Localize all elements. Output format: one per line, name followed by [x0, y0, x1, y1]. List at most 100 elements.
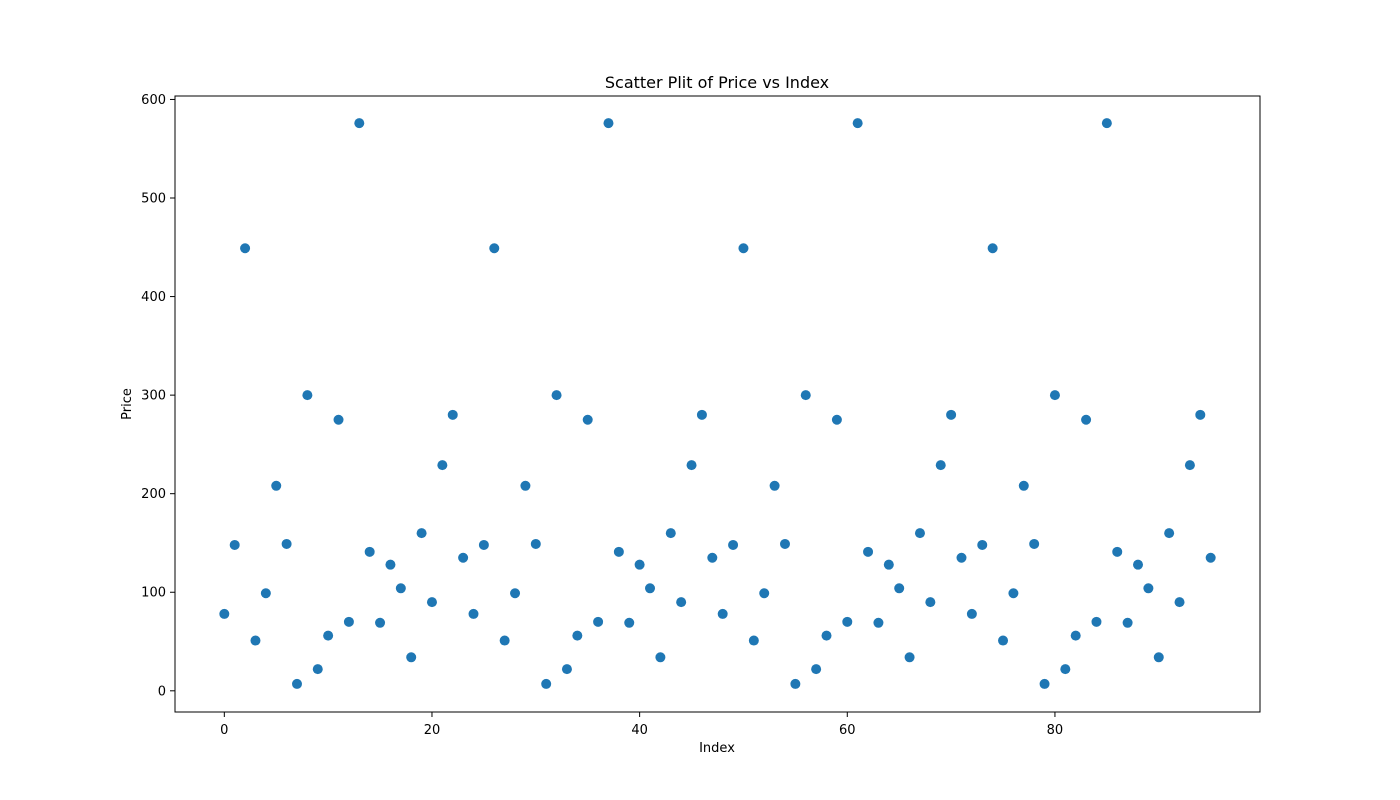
- data-point: [769, 480, 780, 491]
- data-point: [561, 664, 572, 675]
- data-point: [572, 630, 583, 641]
- data-point: [364, 546, 375, 557]
- data-point: [520, 480, 531, 491]
- data-point: [312, 664, 323, 675]
- y-tick-label: 500: [141, 192, 166, 207]
- data-point: [1143, 583, 1154, 594]
- data-point: [707, 552, 718, 563]
- data-point: [686, 460, 697, 471]
- data-point: [1112, 546, 1123, 557]
- data-point: [1195, 409, 1206, 420]
- data-point: [738, 243, 749, 254]
- data-point: [478, 539, 489, 550]
- data-point: [437, 460, 448, 471]
- x-axis-label: Index: [699, 741, 735, 756]
- data-point: [489, 243, 500, 254]
- data-point: [281, 538, 292, 549]
- data-point: [883, 559, 894, 570]
- data-point: [665, 528, 676, 539]
- data-point: [354, 118, 365, 129]
- data-point: [821, 630, 832, 641]
- y-tick-label: 300: [141, 389, 166, 404]
- data-point: [645, 583, 656, 594]
- data-point: [696, 409, 707, 420]
- data-point: [229, 539, 240, 550]
- data-point: [250, 635, 261, 646]
- y-tick-label: 600: [141, 93, 166, 108]
- data-point: [1029, 538, 1040, 549]
- data-point: [624, 617, 635, 628]
- data-point: [323, 630, 334, 641]
- data-point: [925, 597, 936, 608]
- y-tick-label: 100: [141, 586, 166, 601]
- data-point: [333, 414, 344, 425]
- data-point: [863, 546, 874, 557]
- data-point: [1174, 597, 1185, 608]
- y-tick-label: 200: [141, 487, 166, 502]
- data-point: [375, 617, 386, 628]
- data-point: [271, 480, 282, 491]
- data-point: [260, 588, 271, 599]
- data-point: [302, 390, 313, 401]
- data-points: [219, 118, 1216, 689]
- data-point: [811, 664, 822, 675]
- data-point: [852, 118, 863, 129]
- data-point: [1081, 414, 1092, 425]
- data-point: [1122, 617, 1133, 628]
- data-point: [468, 608, 479, 619]
- data-point: [935, 460, 946, 471]
- data-point: [1018, 480, 1029, 491]
- y-tick-label: 400: [141, 290, 166, 305]
- plot-frame: [174, 95, 1261, 713]
- x-tick-label: 20: [424, 723, 441, 738]
- data-point: [385, 559, 396, 570]
- y-axis-label: Price: [120, 388, 135, 420]
- data-point: [406, 652, 417, 663]
- x-axis-ticks: 0 20 40 60 80: [220, 712, 1063, 738]
- data-point: [634, 559, 645, 570]
- data-point: [395, 583, 406, 594]
- data-point: [1133, 559, 1144, 570]
- data-point: [894, 583, 905, 594]
- x-tick-label: 40: [631, 723, 648, 738]
- data-point: [717, 608, 728, 619]
- data-point: [956, 552, 967, 563]
- data-point: [541, 678, 552, 689]
- data-point: [240, 243, 251, 254]
- data-point: [447, 409, 458, 420]
- data-point: [1039, 678, 1050, 689]
- data-point: [914, 528, 925, 539]
- data-point: [458, 552, 469, 563]
- data-point: [966, 608, 977, 619]
- data-point: [219, 608, 230, 619]
- data-point: [790, 678, 801, 689]
- data-point: [998, 635, 1009, 646]
- data-point: [800, 390, 811, 401]
- x-tick-label: 60: [839, 723, 856, 738]
- data-point: [416, 528, 427, 539]
- data-point: [582, 414, 593, 425]
- x-tick-label: 0: [220, 723, 228, 738]
- data-point: [977, 539, 988, 550]
- data-point: [748, 635, 759, 646]
- y-axis-ticks: 0 100 200 300 400 500 600: [141, 93, 175, 699]
- data-point: [1049, 390, 1060, 401]
- data-point: [842, 616, 853, 627]
- data-point: [1205, 552, 1216, 563]
- data-point: [530, 538, 541, 549]
- chart-title: Scatter Plit of Price vs Index: [605, 73, 829, 92]
- data-point: [551, 390, 562, 401]
- data-point: [1153, 652, 1164, 663]
- data-point: [343, 616, 354, 627]
- data-point: [779, 538, 790, 549]
- data-point: [1164, 528, 1175, 539]
- data-point: [655, 652, 666, 663]
- data-point: [499, 635, 510, 646]
- data-point: [873, 617, 884, 628]
- data-point: [1101, 118, 1112, 129]
- data-point: [291, 678, 302, 689]
- data-point: [759, 588, 770, 599]
- data-point: [946, 409, 957, 420]
- data-point: [728, 539, 739, 550]
